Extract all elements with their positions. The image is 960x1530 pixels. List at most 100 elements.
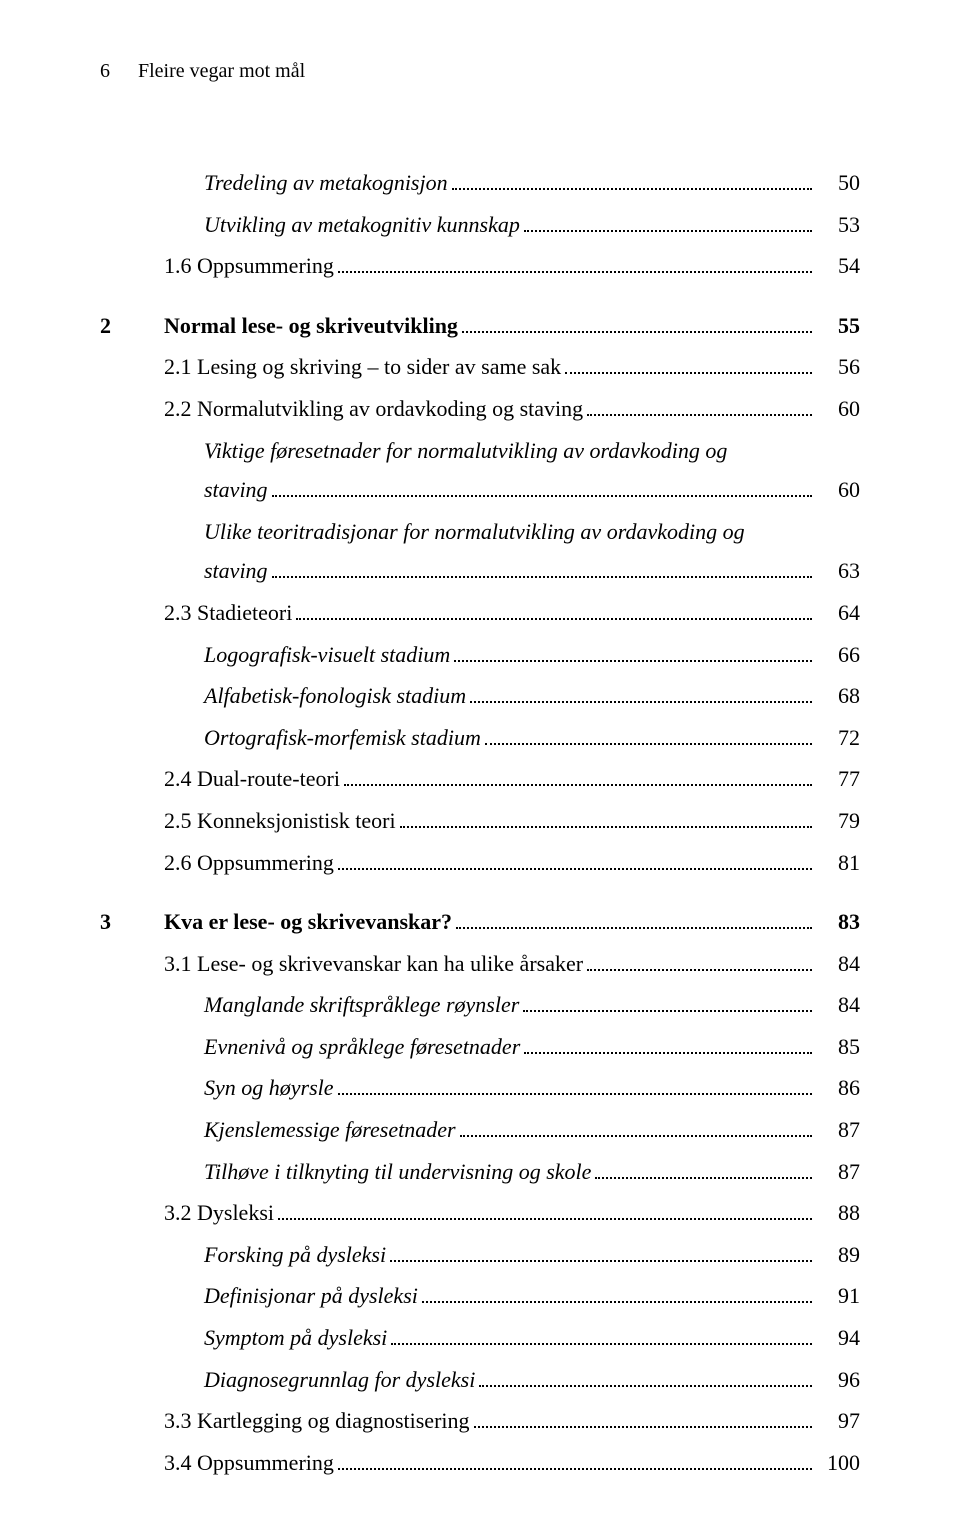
toc-entry-page: 91 [816,1276,860,1316]
toc-entry-page: 86 [816,1068,860,1108]
toc-entry-page: 88 [816,1193,860,1233]
toc-entry: Tredeling av metakognisjon50 [100,163,860,203]
toc-entry-label: 3.3 Kartlegging og diagnostisering [164,1401,470,1441]
toc-leader-dots [456,927,812,929]
toc-chapter-title: Kva er lese- og skrivevanskar? [164,902,452,942]
toc-leader-dots [523,1010,812,1012]
toc-leader-dots [524,1052,812,1054]
toc-entry-page: 100 [816,1443,860,1483]
toc-entry: 3.4 Oppsummering100 [100,1443,860,1483]
toc-entry-label: Ulike teoritradisjonar for normalutvikli… [204,512,860,552]
toc-entry-page: 84 [816,944,860,984]
toc-entry: 2.5 Konneksjonistisk teori79 [100,801,860,841]
toc-entry: Alfabetisk-fonologisk stadium 68 [100,676,860,716]
running-head: Fleire vegar mot mål [138,60,305,83]
toc-entry-page: 68 [816,676,860,716]
toc-entry-page: 97 [816,1401,860,1441]
toc-entry: 1.6 Oppsummering 54 [100,246,860,286]
toc-entry-page: 94 [816,1318,860,1358]
toc-entry-label: Tredeling av metakognisjon [204,163,448,203]
toc-entry: 2.2 Normalutvikling av ordavkoding og st… [100,389,860,429]
toc-leader-dots [344,784,812,786]
toc-entry-page: 96 [816,1360,860,1400]
toc-entry-label: Utvikling av metakognitiv kunnskap [204,205,520,245]
toc-entry-page: 56 [816,347,860,387]
toc-entry: 2.3 Stadieteori64 [100,593,860,633]
toc-leader-dots [479,1385,812,1387]
toc-entry: 2.1 Lesing og skriving – to sider av sam… [100,347,860,387]
toc-entry-label: 3.1 Lese- og skrivevanskar kan ha ulike … [164,944,583,984]
toc-chapter-page: 55 [816,306,860,346]
toc-leader-dots [565,372,812,374]
page-number-top: 6 [100,60,110,83]
toc-entry-label: Forsking på dysleksi [204,1235,386,1275]
toc-entry-label: 2.3 Stadieteori [164,593,292,633]
toc-leader-dots [338,1093,812,1095]
toc-leader-dots [587,969,812,971]
toc-leader-dots [485,743,812,745]
toc-entry-page: 63 [816,551,860,591]
toc-entry-label: 2.2 Normalutvikling av ordavkoding og st… [164,389,583,429]
toc-entry-label: Tilhøve i tilknyting til undervisning og… [204,1152,591,1192]
toc-entry-page: 87 [816,1110,860,1150]
toc-entry-label-cont: staving [204,470,268,510]
toc-entry: Diagnosegrunnlag for dysleksi96 [100,1360,860,1400]
toc-entry-label: 2.6 Oppsummering [164,843,334,883]
toc-leader-dots [391,1343,812,1345]
toc-entry: 3.1 Lese- og skrivevanskar kan ha ulike … [100,944,860,984]
toc-entry-page: 77 [816,759,860,799]
toc-entry-label: Ortografisk-morfemisk stadium [204,718,481,758]
toc-entry-label: 2.1 Lesing og skriving – to sider av sam… [164,347,561,387]
toc-entry-label: Alfabetisk-fonologisk stadium [204,676,466,716]
toc-entry: Ortografisk-morfemisk stadium 72 [100,718,860,758]
toc-chapter-number: 3 [100,902,164,942]
toc-leader-dots [296,618,812,620]
toc-leader-dots [338,271,812,273]
toc-leader-dots [338,868,812,870]
toc-entry-label: Logografisk-visuelt stadium [204,635,450,675]
toc-chapter-title: Normal lese- og skriveutvikling [164,306,458,346]
toc-entry-label: 1.6 Oppsummering [164,246,334,286]
table-of-contents: Tredeling av metakognisjon50Utvikling av… [100,163,860,1482]
toc-leader-dots [460,1135,812,1137]
toc-entry: 3.2 Dysleksi 88 [100,1193,860,1233]
toc-entry: Utvikling av metakognitiv kunnskap53 [100,205,860,245]
toc-leader-dots [454,660,812,662]
toc-entry-label: 3.2 Dysleksi [164,1193,274,1233]
toc-leader-dots [422,1301,812,1303]
toc-entry-label: Symptom på dysleksi [204,1318,387,1358]
toc-entry-label: Manglande skriftspråklege røynsler [204,985,519,1025]
toc-chapter: 3Kva er lese- og skrivevanskar?83 [100,902,860,942]
toc-entry: Symptom på dysleksi 94 [100,1318,860,1358]
toc-entry-page: 87 [816,1152,860,1192]
toc-entry: Manglande skriftspråklege røynsler 84 [100,985,860,1025]
toc-entry-label: Syn og høyrsle [204,1068,334,1108]
toc-entry: Evnenivå og språklege føresetnader85 [100,1027,860,1067]
toc-entry-page: 84 [816,985,860,1025]
toc-entry-label: 2.5 Konneksjonistisk teori [164,801,396,841]
toc-leader-dots [587,414,812,416]
toc-entry: Kjenslemessige føresetnader87 [100,1110,860,1150]
toc-chapter-number: 2 [100,306,164,346]
toc-entry-label: 2.4 Dual-route-teori [164,759,340,799]
toc-leader-dots [474,1426,812,1428]
toc-entry: Tilhøve i tilknyting til undervisning og… [100,1152,860,1192]
page-header: 6 Fleire vegar mot mål [100,60,860,83]
toc-leader-dots [338,1468,812,1470]
toc-entry-label: Viktige føresetnader for normalutvikling… [204,431,860,471]
toc-entry: Definisjonar på dysleksi 91 [100,1276,860,1316]
toc-leader-dots [278,1218,812,1220]
toc-leader-dots [524,230,812,232]
toc-entry-page: 85 [816,1027,860,1067]
toc-entry-page: 54 [816,246,860,286]
toc-entry: 3.3 Kartlegging og diagnostisering 97 [100,1401,860,1441]
toc-entry-page: 89 [816,1235,860,1275]
toc-entry-page: 60 [816,470,860,510]
toc-chapter: 2Normal lese- og skriveutvikling 55 [100,306,860,346]
toc-leader-dots [462,331,812,333]
toc-entry-page: 81 [816,843,860,883]
toc-entry-label: Definisjonar på dysleksi [204,1276,418,1316]
toc-entry-page: 66 [816,635,860,675]
toc-entry-page: 72 [816,718,860,758]
toc-leader-dots [400,826,812,828]
